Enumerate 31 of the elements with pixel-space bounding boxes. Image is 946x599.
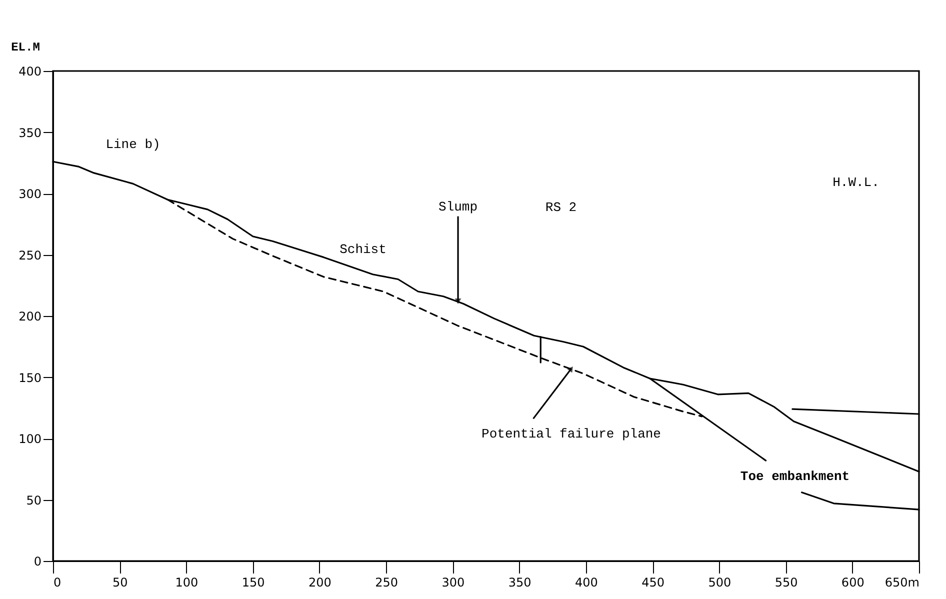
y-tick-label: 250 [18,248,42,262]
y-tick-label: 200 [18,310,42,324]
annotation: Line b) [106,137,160,152]
y-tick-label: 300 [18,187,42,201]
x-tick-label: 250 [375,576,398,590]
x-tick-label: 300 [442,576,465,590]
y-tick-label: 150 [18,370,42,385]
x-tick-label: 550 [774,576,798,590]
x-tick-label: 200 [308,576,332,590]
annotation: H.W.L. [832,175,880,190]
x-tick-label: 0 [54,576,62,590]
x-tick-label: 350 [508,576,532,590]
x-tick-label: 50 [112,576,128,590]
annotation: Schist [340,242,386,257]
annotation: RS 2 [545,200,577,215]
x-tick-label: 150 [242,576,265,590]
annotation: Toe embankment [740,469,850,484]
y-tick-label: 0 [34,554,42,568]
x-tick-label: 500 [708,576,732,590]
x-tick-label: 450 [642,576,664,590]
y-tick-label: 400 [18,64,42,78]
y-tick-label: 350 [18,126,42,140]
y-tick-label: 50 [26,493,42,508]
y-tick-label: 100 [18,432,42,446]
x-tick-label: 650m [884,576,920,590]
annotation: Potential failure plane [482,426,661,442]
annotation: Slump [438,199,478,214]
x-tick-label: 100 [175,576,198,590]
x-tick-label: 400 [574,576,598,590]
y-axis-title: EL.M [11,40,40,54]
x-tick-label: 600 [841,576,864,590]
